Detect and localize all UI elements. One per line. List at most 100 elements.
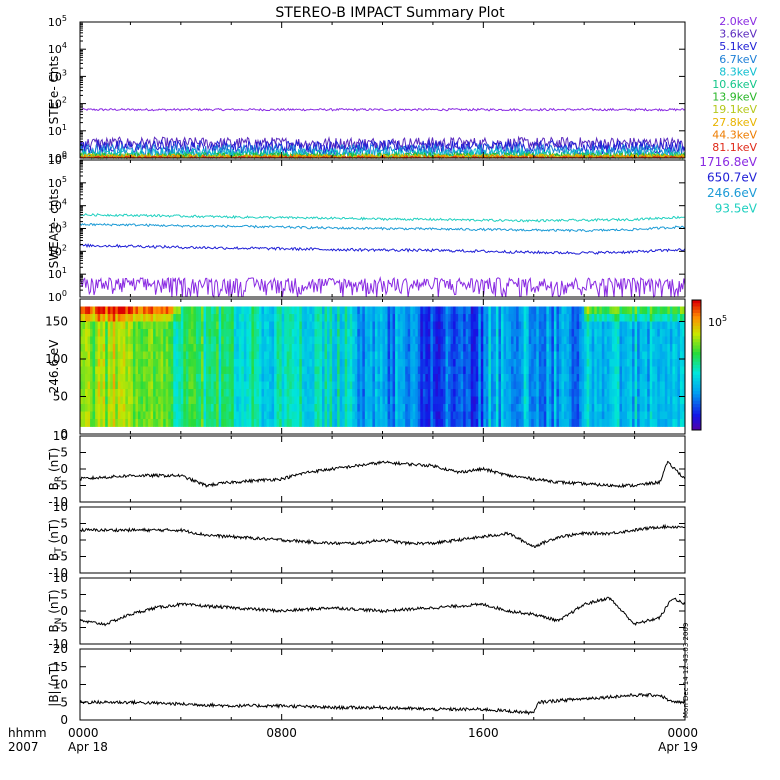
pad-cell xyxy=(334,314,338,322)
pad-cell xyxy=(258,366,262,375)
pad-cell xyxy=(551,336,555,345)
pad-cell xyxy=(246,374,250,382)
pad-cell xyxy=(223,381,227,390)
pad-cell xyxy=(395,396,399,405)
pad-cell xyxy=(364,396,368,405)
pad-cell xyxy=(276,329,280,337)
pad-cell xyxy=(662,389,666,397)
pad-cell xyxy=(611,306,615,315)
pad-cell xyxy=(183,306,187,315)
pad-cell xyxy=(385,396,388,405)
pad-cell xyxy=(150,344,154,352)
pad-cell xyxy=(485,381,489,390)
pad-cell xyxy=(296,396,300,405)
pad-cell xyxy=(470,351,474,360)
pad-cell xyxy=(178,381,182,390)
pad-cell xyxy=(165,366,169,375)
pad-cell xyxy=(390,404,393,412)
pad-cell xyxy=(102,374,106,382)
pad-cell xyxy=(198,336,202,345)
pad-cell xyxy=(450,359,454,367)
pad-cell xyxy=(437,351,441,360)
br-ylabel: BR (nT) xyxy=(47,448,64,491)
pad-cell xyxy=(677,314,681,322)
pad-cell xyxy=(316,374,320,382)
pad-cell xyxy=(316,366,320,375)
pad-cell xyxy=(231,396,235,405)
pad-cell xyxy=(503,336,507,345)
pad-cell xyxy=(614,419,618,427)
pad-cell xyxy=(102,351,106,360)
pad-cell xyxy=(201,314,204,322)
pad-cell xyxy=(284,351,288,360)
pad-cell xyxy=(425,321,429,330)
pad-cell xyxy=(248,404,252,412)
pad-cell xyxy=(647,404,651,412)
pad-cell xyxy=(327,374,330,382)
pad-cell xyxy=(281,314,285,322)
pad-cell xyxy=(97,344,101,352)
pad-cell xyxy=(178,389,182,397)
pad-cell xyxy=(594,404,598,412)
pad-cell xyxy=(92,329,96,337)
pad-cell xyxy=(566,351,570,360)
pad-cell xyxy=(143,359,146,367)
pad-cell xyxy=(662,404,666,412)
pad-cell xyxy=(400,374,404,382)
pad-cell xyxy=(443,329,446,337)
pad-cell xyxy=(672,411,676,420)
pad-cell xyxy=(372,366,376,375)
ste-ytick-exp: 4 xyxy=(62,41,67,50)
pad-cell xyxy=(576,329,580,337)
pad-cell xyxy=(543,411,547,420)
pad-cell xyxy=(677,396,681,405)
pad-cell xyxy=(553,321,557,330)
pad-cell xyxy=(480,374,484,382)
pad-cell xyxy=(667,381,671,390)
pad-cell xyxy=(251,336,255,345)
pad-cell xyxy=(112,389,116,397)
pad-cell xyxy=(236,336,240,345)
pad-cell xyxy=(314,366,318,375)
pad-cell xyxy=(488,411,492,420)
pad-cell xyxy=(589,336,593,345)
pad-cell xyxy=(390,374,393,382)
pad-cell xyxy=(644,404,648,412)
pad-cell xyxy=(173,381,177,390)
pad-cell xyxy=(367,389,371,397)
pad-cell xyxy=(412,396,416,405)
pad-cell xyxy=(158,321,162,330)
pad-cell xyxy=(80,396,83,405)
pad-cell xyxy=(561,321,565,330)
pad-cell xyxy=(135,329,139,337)
pad-cell xyxy=(659,411,663,420)
pad-cell xyxy=(80,404,83,412)
pad-cell xyxy=(153,366,157,375)
pad-cell xyxy=(127,411,131,420)
pad-cell xyxy=(561,314,565,322)
pad-cell xyxy=(352,359,356,367)
pad-cell xyxy=(246,381,250,390)
pad-cell xyxy=(581,366,585,375)
pad-cell xyxy=(258,411,262,420)
pad-cell xyxy=(410,419,414,427)
pad-cell xyxy=(548,359,552,367)
pad-cell xyxy=(226,419,230,427)
pad-cell xyxy=(168,344,172,352)
pad-cell xyxy=(538,389,542,397)
pad-cell xyxy=(627,381,630,390)
pad-cell xyxy=(485,329,489,337)
pad-cell xyxy=(475,374,479,382)
pad-cell xyxy=(629,351,633,360)
pad-cell xyxy=(178,314,182,322)
pad-cell xyxy=(664,329,668,337)
pad-cell xyxy=(377,396,381,405)
pad-cell xyxy=(422,381,426,390)
pad-cell xyxy=(211,329,214,337)
pad-cell xyxy=(508,374,512,382)
pad-cell xyxy=(148,351,151,360)
pad-cell xyxy=(316,419,320,427)
pad-cell xyxy=(251,389,255,397)
pad-cell xyxy=(170,419,174,427)
pad-cell xyxy=(551,314,555,322)
